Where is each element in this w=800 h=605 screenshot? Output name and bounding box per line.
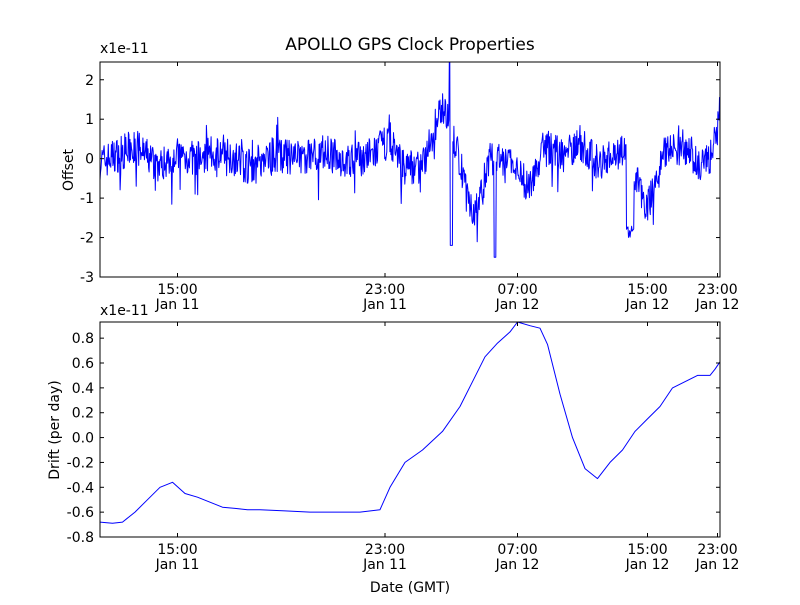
y-tick-label: 0	[85, 152, 94, 168]
drift-y-axis-label: Drift (per day)	[47, 380, 63, 479]
drift-series-line	[99, 321, 721, 524]
x-tick-date-label: Jan 11	[155, 557, 200, 573]
offset-multiplier: x1e-11	[100, 41, 149, 57]
y-tick-label: -0.2	[67, 455, 94, 471]
offset-axes-frame	[99, 61, 721, 278]
y-tick-label: 0.8	[72, 331, 94, 347]
y-tick-label: -0.6	[67, 505, 94, 521]
offset-y-axis-label: Offset	[61, 148, 77, 191]
x-tick-date-label: Jan 11	[362, 557, 407, 573]
x-tick-date-label: Jan 12	[695, 557, 740, 573]
y-tick-label: -3	[80, 270, 94, 286]
chart-title: APOLLO GPS Clock Properties	[285, 35, 535, 55]
y-tick-label: -0.4	[67, 480, 94, 496]
drift-multiplier: x1e-11	[100, 303, 149, 319]
x-tick-date-label: Jan 12	[625, 297, 670, 313]
x-tick-date-label: Jan 12	[695, 297, 740, 313]
x-axis-label: Date (GMT)	[370, 580, 450, 596]
x-tick-time-label: 23:00	[365, 542, 405, 558]
x-tick-time-label: 15:00	[157, 282, 197, 298]
x-tick-date-label: Jan 12	[495, 297, 540, 313]
drift-panel: x1e-11 Drift (per day) 0.8 0.6 0.4 0.2 0.0 -0…	[47, 303, 739, 573]
x-tick-time-label: 23:00	[365, 282, 405, 298]
y-tick-label: 0.2	[72, 406, 94, 422]
x-tick-time-label: 15:00	[157, 542, 197, 558]
y-tick-label: -0.8	[67, 530, 94, 546]
y-tick-label: 0.0	[72, 431, 94, 447]
offset-series-line	[99, 61, 720, 258]
x-tick-date-label: Jan 12	[495, 557, 540, 573]
x-tick-time-label: 15:00	[627, 542, 667, 558]
x-tick-time-label: 07:00	[497, 542, 537, 558]
y-tick-label: 0.4	[72, 381, 94, 397]
drift-axes-frame	[99, 321, 721, 538]
y-tick-label: 0.6	[72, 356, 94, 372]
x-tick-date-label: Jan 11	[362, 297, 407, 313]
x-tick-date-label: Jan 12	[625, 557, 670, 573]
x-tick-time-label: 15:00	[627, 282, 667, 298]
x-tick-time-label: 07:00	[497, 282, 537, 298]
y-tick-label: 1	[85, 112, 94, 128]
x-tick-date-label: Jan 11	[155, 297, 200, 313]
y-tick-label: 2	[85, 73, 94, 89]
x-tick-time-label: 23:00	[697, 542, 737, 558]
y-tick-label: -2	[80, 231, 94, 247]
y-tick-label: -1	[80, 191, 94, 207]
x-tick-time-label: 23:00	[697, 282, 737, 298]
